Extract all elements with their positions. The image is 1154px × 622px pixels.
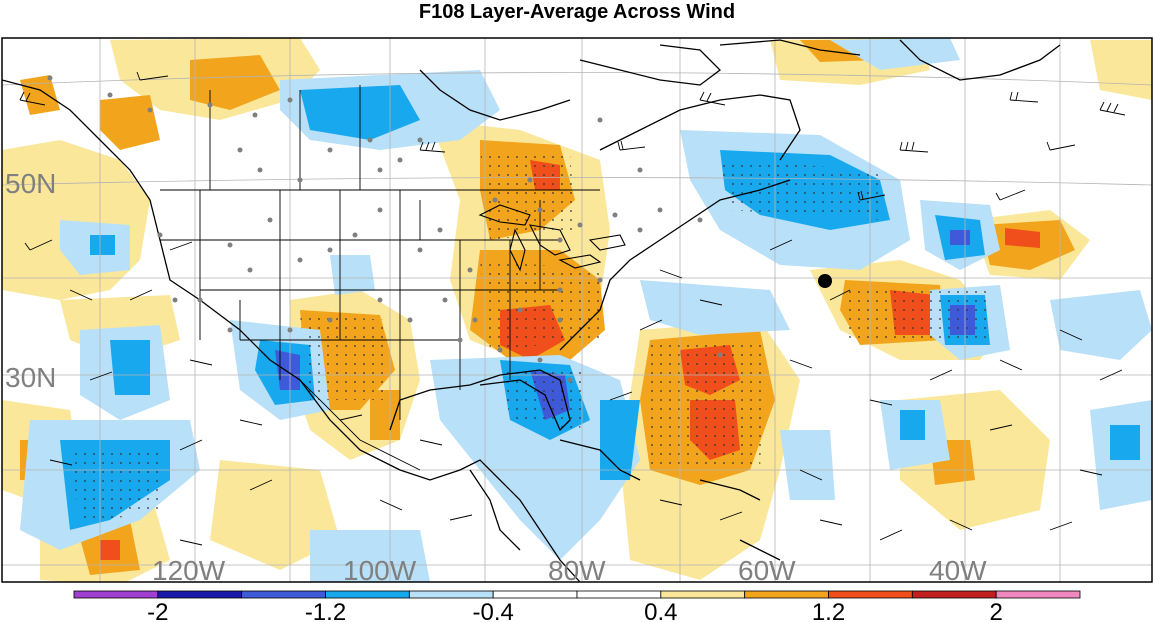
colorbar-labels: -2 -1.2 -0.4 0.4 1.2 2 [147, 599, 1003, 622]
colorbar-boxes [73, 590, 1081, 599]
colorbar-box [576, 590, 662, 599]
lon-label-40w: 40W [929, 555, 987, 586]
colorbar-tick-label: -2 [147, 599, 168, 622]
lon-label-80w: 80W [548, 555, 606, 586]
colorbar-tick-label: 2 [989, 599, 1002, 622]
colorbar-box [744, 590, 829, 599]
map-axis-labels: 50N 30N 120W 100W 80W 60W 40W [5, 168, 987, 586]
map-title: F108 Layer-Average Across Wind [418, 1, 736, 23]
colorbar-box [660, 590, 746, 599]
weather-map: 50N 30N 120W 100W 80W 60W 40W [1, 37, 1153, 586]
colorbar-box [828, 590, 913, 599]
colorbar-box [492, 590, 578, 599]
colorbar-tick-label: -0.4 [472, 599, 513, 622]
political-borders [160, 85, 600, 471]
colorbar-box [157, 590, 243, 599]
map-frame [1, 37, 1153, 583]
colorbar-tick-label: -1.2 [305, 599, 346, 622]
colorbar-box [911, 590, 997, 599]
great-lakes [478, 204, 626, 272]
lat-label-30n: 30N [5, 362, 56, 393]
lat-label-50n: 50N [5, 168, 56, 199]
colorbar-box [408, 590, 494, 599]
colorbar-box [995, 590, 1081, 599]
wind-barbs [19, 71, 1126, 546]
lon-label-60w: 60W [738, 555, 796, 586]
colorbar-box [325, 590, 410, 599]
black-dot-marker [818, 274, 832, 288]
colorbar-tick-label: 0.4 [644, 599, 677, 622]
lon-label-120w: 120W [152, 555, 226, 586]
colorbar-tick-label: 1.2 [812, 599, 845, 622]
colorbar-box [241, 590, 326, 599]
station-dots [47, 75, 723, 383]
lon-label-100w: 100W [343, 555, 417, 586]
colorbar-box [73, 590, 159, 599]
